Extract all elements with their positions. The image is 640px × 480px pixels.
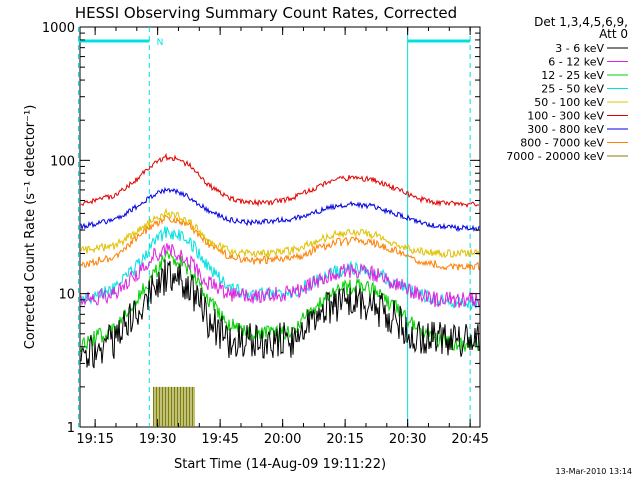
plot-frame [79,26,481,428]
x-axis-label: Start Time (14-Aug-09 19:11:22) [174,457,386,472]
flag-label: N [157,38,164,48]
series-line [80,243,480,308]
series-line [80,186,480,233]
chart-title: HESSI Observing Summary Count Rates, Cor… [75,4,457,22]
legend-entry-label: 100 - 300 keV [527,110,604,123]
legend-header-line-1: Det 1,3,4,5,6,9, [534,15,628,29]
y-tick-label: 1000 [42,21,75,36]
legend-entry-label: 50 - 100 keV [534,96,604,109]
series-line [80,207,480,259]
x-tick-label: 19:30 [139,432,176,447]
legend-entry-label: 300 - 800 keV [527,123,604,136]
series-line [80,259,480,369]
observing-flags: N [78,38,471,48]
x-tick-label: 19:45 [201,432,238,447]
series-lines [80,152,480,427]
y-axis-label: Corrected Count Rate (s⁻¹ detector⁻¹) [23,105,38,350]
legend-entry-label: 12 - 25 keV [541,69,604,82]
legend-entry-label: 3 - 6 keV [555,42,604,55]
axes: 19:15 19:30 19:45 20:00 20:15 20:30 20:45 1 10 10… [42,21,489,447]
legend-header-line-2: Att 0 [599,27,628,41]
y-tick-label: 1 [67,421,75,436]
x-tick-label: 20:00 [264,432,301,447]
series-line [80,226,480,310]
y-tick-label: 100 [50,154,75,169]
x-tick-label: 20:30 [389,432,426,447]
night-markers [77,27,471,427]
series-line [80,152,480,209]
legend-entry-label: 7000 - 20000 keV [506,150,604,163]
x-tick-label: 19:15 [76,432,113,447]
y-tick-label: 10 [58,288,75,303]
footer-timestamp: 13-Mar-2010 13:14 [556,467,633,476]
x-tick-label: 20:15 [326,432,363,447]
legend-entry-label: 25 - 50 keV [541,83,604,96]
legend-entry-label: 6 - 12 keV [548,56,604,69]
legend-entry-label: 800 - 7000 keV [520,137,604,150]
series-line [80,214,480,271]
burst-spikes [153,386,195,427]
x-tick-label: 20:45 [451,432,488,447]
